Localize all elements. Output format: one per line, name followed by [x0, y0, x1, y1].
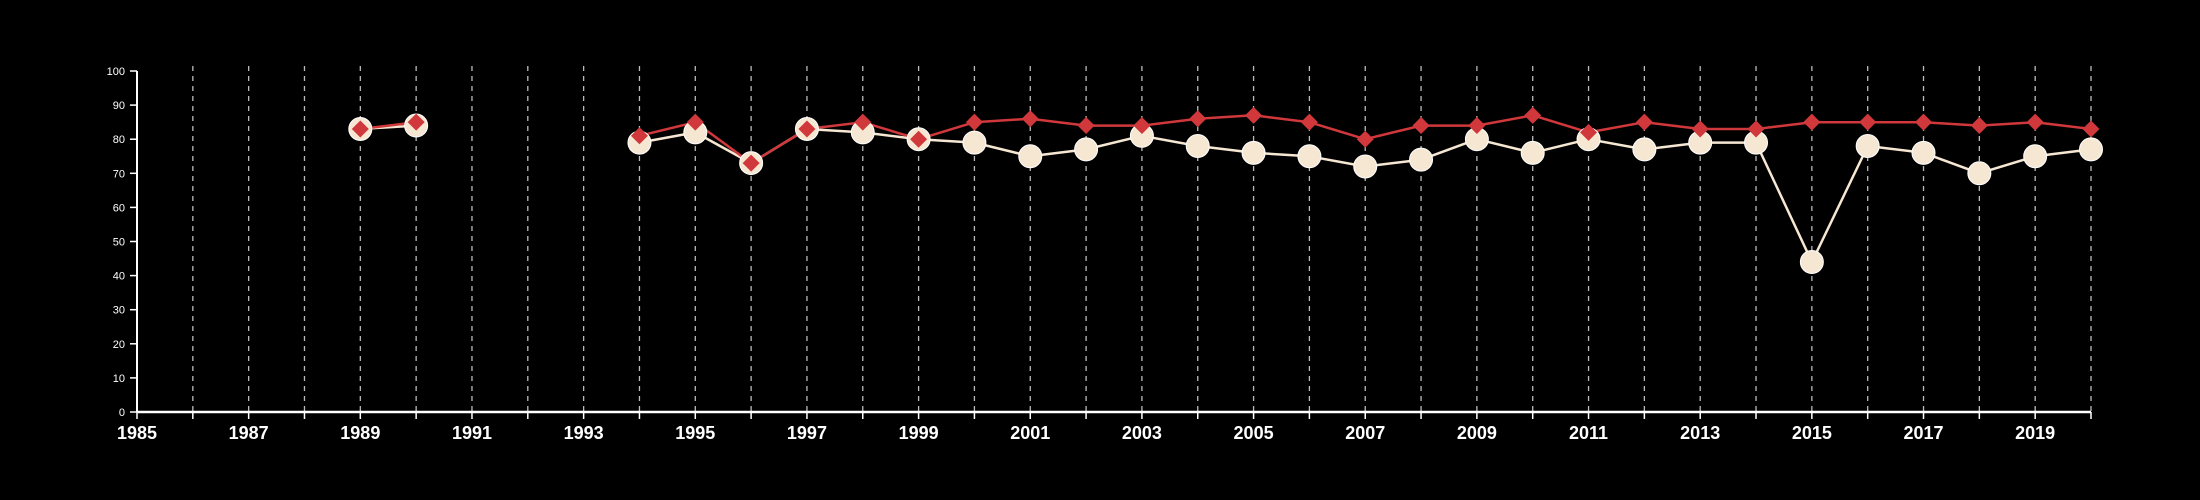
- x-tick-label: 2001: [1010, 423, 1050, 443]
- x-tick-label: 2009: [1457, 423, 1497, 443]
- x-tick-label: 2011: [1569, 423, 1608, 443]
- data-point-diamond: [1803, 113, 1821, 131]
- x-tick-label: 1993: [564, 423, 604, 443]
- x-tick-label: 1991: [452, 423, 492, 443]
- data-point-diamond: [1970, 117, 1988, 135]
- data-point-diamond: [1635, 113, 1653, 131]
- x-tick-label: 1999: [899, 423, 939, 443]
- data-point-diamond: [1468, 117, 1486, 135]
- x-tick-label: 1995: [675, 423, 715, 443]
- data-point-diamond: [2082, 120, 2100, 138]
- x-tick-label: 1989: [340, 423, 380, 443]
- data-point-circle: [1911, 140, 1936, 165]
- data-point-circle: [1799, 249, 1824, 274]
- data-point-circle: [1855, 134, 1880, 159]
- x-tick-label: 2015: [1792, 423, 1832, 443]
- data-point-diamond: [1021, 110, 1039, 128]
- x-tick-label: 1985: [117, 423, 157, 443]
- data-point-diamond: [1245, 106, 1263, 124]
- data-point-circle: [1353, 154, 1378, 179]
- data-point-diamond: [854, 113, 872, 131]
- y-tick-label: 90: [113, 100, 125, 112]
- data-point-diamond: [407, 113, 425, 131]
- data-point-circle: [1185, 134, 1210, 159]
- data-point-diamond: [351, 120, 369, 138]
- data-point-circle: [1967, 161, 1992, 186]
- x-tick-label: 2013: [1680, 423, 1720, 443]
- data-point-diamond: [1133, 117, 1151, 135]
- y-tick-label: 50: [113, 237, 125, 249]
- data-point-circle: [1241, 140, 1266, 165]
- data-point-circle: [1297, 144, 1322, 169]
- grid: [192, 66, 2092, 412]
- data-point-diamond: [1189, 110, 1207, 128]
- x-tick-label: 2019: [2015, 423, 2055, 443]
- data-point-diamond: [1859, 113, 1877, 131]
- axes: 0 10 20 30 40 50 60 70 80 90 100 1985 1987 1989 1991 19…: [107, 66, 2092, 443]
- x-tick-label: 1987: [229, 423, 269, 443]
- data-point-diamond: [1915, 113, 1933, 131]
- y-tick-label: 70: [113, 168, 125, 180]
- y-tick-label: 100: [107, 66, 125, 78]
- data-point-circle: [2023, 144, 2048, 169]
- y-tick-label: 30: [113, 305, 125, 317]
- data-point-diamond: [1356, 130, 1374, 148]
- y-tick-label: 10: [113, 373, 125, 385]
- y-tick-label: 0: [119, 407, 125, 419]
- x-tick-label: 2017: [1903, 423, 1943, 443]
- y-tick-label: 40: [113, 271, 125, 283]
- data-point-diamond: [1077, 117, 1095, 135]
- data-point-circle: [962, 130, 987, 155]
- x-tick-label: 2005: [1234, 423, 1274, 443]
- data-point-diamond: [630, 127, 648, 145]
- data-point-diamond: [2026, 113, 2044, 131]
- data-point-diamond: [686, 113, 704, 131]
- data-point-diamond: [742, 154, 760, 172]
- data-point-diamond: [1524, 106, 1542, 124]
- data-point-circle: [1074, 137, 1099, 162]
- y-tick-label: 20: [113, 339, 125, 351]
- data-point-diamond: [1747, 120, 1765, 138]
- data-point-diamond: [1412, 117, 1430, 135]
- data-point-diamond: [798, 120, 816, 138]
- data-point-diamond: [910, 130, 928, 148]
- data-point-circle: [1632, 137, 1657, 162]
- x-tick-label: 2007: [1345, 423, 1385, 443]
- x-tick-label: 2003: [1122, 423, 1162, 443]
- data-point-diamond: [965, 113, 983, 131]
- data-point-diamond: [1580, 123, 1598, 141]
- y-tick-label: 80: [113, 134, 125, 146]
- data-point-diamond: [1300, 113, 1318, 131]
- x-tick-label: 1997: [787, 423, 827, 443]
- data-point-circle: [1018, 144, 1043, 169]
- data-point-circle: [1409, 147, 1434, 172]
- series-layer: [348, 106, 2103, 274]
- data-point-diamond: [1691, 120, 1709, 138]
- y-tick-label: 60: [113, 202, 125, 214]
- data-point-circle: [1520, 140, 1545, 165]
- data-point-circle: [2079, 137, 2103, 162]
